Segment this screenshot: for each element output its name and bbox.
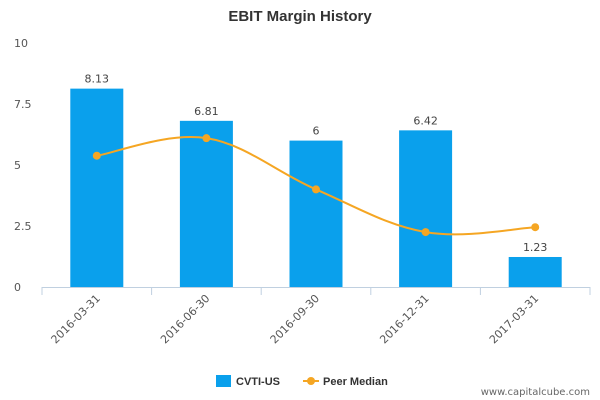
bar-data-label: 6 xyxy=(313,125,320,138)
bar[interactable] xyxy=(289,140,343,287)
legend-swatch-bar xyxy=(216,375,231,387)
x-tick-label: 2016-12-31 xyxy=(377,292,431,346)
legend-item-bar[interactable]: CVTI-US xyxy=(216,375,280,388)
peer-median-point[interactable] xyxy=(312,185,320,194)
line-series xyxy=(92,134,540,237)
bar[interactable] xyxy=(508,256,562,287)
x-tick-label: 2016-06-30 xyxy=(158,292,212,346)
peer-median-point[interactable] xyxy=(421,228,430,237)
legend-marker xyxy=(307,377,315,385)
x-tick-label: 2016-03-31 xyxy=(49,292,103,346)
bar-data-label: 8.13 xyxy=(85,73,110,86)
chart-title: EBIT Margin History xyxy=(228,8,372,25)
bar-data-labels: 8.13 6.81 6 6.42 1.23 xyxy=(85,73,548,254)
peer-median-point[interactable] xyxy=(531,223,540,232)
legend-label-line: Peer Median xyxy=(323,376,388,388)
bar[interactable] xyxy=(399,130,453,287)
bar-data-label: 6.81 xyxy=(194,105,219,118)
y-axis-tick-labels: 0 2.5 5 7.5 10 xyxy=(14,37,32,294)
x-tick-label: 2016-09-30 xyxy=(268,292,322,346)
x-axis xyxy=(41,287,591,295)
bar[interactable] xyxy=(70,88,124,288)
y-tick-label: 0 xyxy=(14,281,21,294)
y-tick-label: 5 xyxy=(14,159,21,172)
y-tick-label: 10 xyxy=(14,37,28,50)
bar[interactable] xyxy=(179,120,233,287)
legend-label-bar: CVTI-US xyxy=(236,376,280,388)
y-tick-label: 7.5 xyxy=(14,98,32,111)
bar-data-label: 6.42 xyxy=(413,114,438,127)
peer-median-point[interactable] xyxy=(202,134,211,143)
legend-item-line[interactable]: Peer Median xyxy=(303,376,388,388)
watermark: www.capitalcube.com xyxy=(481,387,590,398)
x-tick-label: 2017-03-31 xyxy=(487,292,541,346)
x-axis-tick-labels: 2016-03-31 2016-06-30 2016-09-30 2016-12-31… xyxy=(49,292,542,346)
y-tick-label: 2.5 xyxy=(14,220,32,233)
bar-series xyxy=(70,88,562,288)
peer-median-point[interactable] xyxy=(92,151,101,160)
legend[interactable]: CVTI-US Peer Median xyxy=(216,375,388,388)
bar-data-label: 1.23 xyxy=(523,241,548,254)
